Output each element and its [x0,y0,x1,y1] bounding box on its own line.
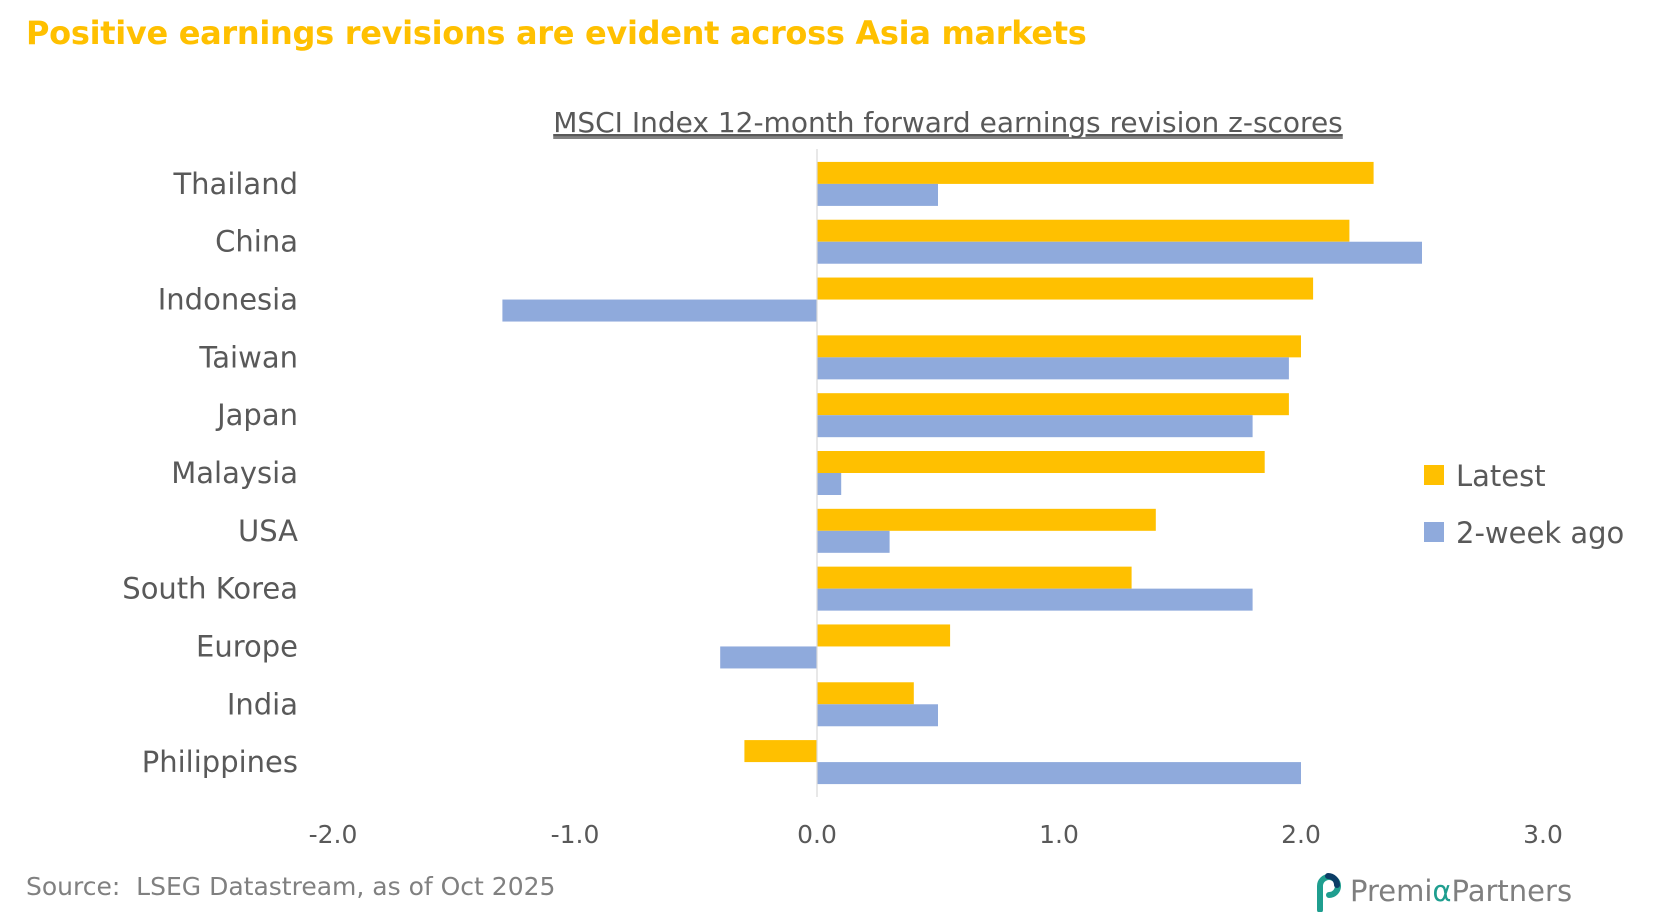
legend-label-latest: Latest [1456,459,1546,493]
bar-chart: MSCI Index 12-month forward earnings rev… [122,106,1624,849]
bar-latest [817,508,1156,531]
bar-latest [817,335,1301,358]
category-label: Taiwan [198,340,298,374]
category-label: Europe [196,629,298,663]
brand-name-alpha: α [1432,874,1452,908]
bar-2-week-ago [720,646,817,669]
legend-swatch-2-week-ago [1424,522,1444,542]
legend-swatch-latest [1424,465,1444,485]
chart-title: MSCI Index 12-month forward earnings rev… [553,106,1343,139]
bar-2-week-ago [817,473,842,495]
brand-name-part2: Partners [1451,874,1573,908]
bar-latest [817,219,1350,242]
bar-2-week-ago [502,299,817,322]
bar-latest [817,682,914,705]
brand-name-part1: Premi [1350,874,1433,908]
x-tick-label: -2.0 [309,820,358,849]
bar-latest [744,740,817,763]
bar-latest [817,566,1132,589]
bar-2-week-ago [817,415,1253,438]
bar-latest [817,277,1314,300]
category-label: Malaysia [171,456,298,490]
category-label: Japan [215,398,298,432]
bar-2-week-ago [817,704,938,727]
category-label: Indonesia [158,283,298,317]
category-label: Thailand [172,167,298,201]
bar-2-week-ago [817,183,938,206]
category-label: South Korea [122,572,298,606]
bar-latest [817,161,1374,184]
bar-2-week-ago [817,357,1289,380]
x-tick-label: 0.0 [797,820,837,849]
bar-2-week-ago [817,588,1253,611]
headline: Positive earnings revisions are evident … [26,14,1087,52]
category-label: China [215,225,298,259]
bar-latest [817,451,1265,473]
bar-latest [817,624,951,647]
x-tick-label: 2.0 [1281,820,1321,849]
bar-2-week-ago [817,530,890,553]
category-label: USA [238,514,298,548]
legend-label-2-week-ago: 2-week ago [1456,516,1624,550]
bar-latest [817,393,1289,416]
brand-logo: Premi α Partners [1312,870,1572,912]
premia-logo-icon [1317,873,1341,912]
bar-2-week-ago [817,241,1422,264]
x-tick-label: 3.0 [1523,820,1563,849]
bar-2-week-ago [817,762,1301,785]
category-label: Philippines [142,745,298,779]
x-tick-label: -1.0 [551,820,600,849]
x-tick-label: 1.0 [1039,820,1079,849]
source-note: Source: LSEG Datastream, as of Oct 2025 [26,872,556,901]
category-label: India [227,687,298,721]
